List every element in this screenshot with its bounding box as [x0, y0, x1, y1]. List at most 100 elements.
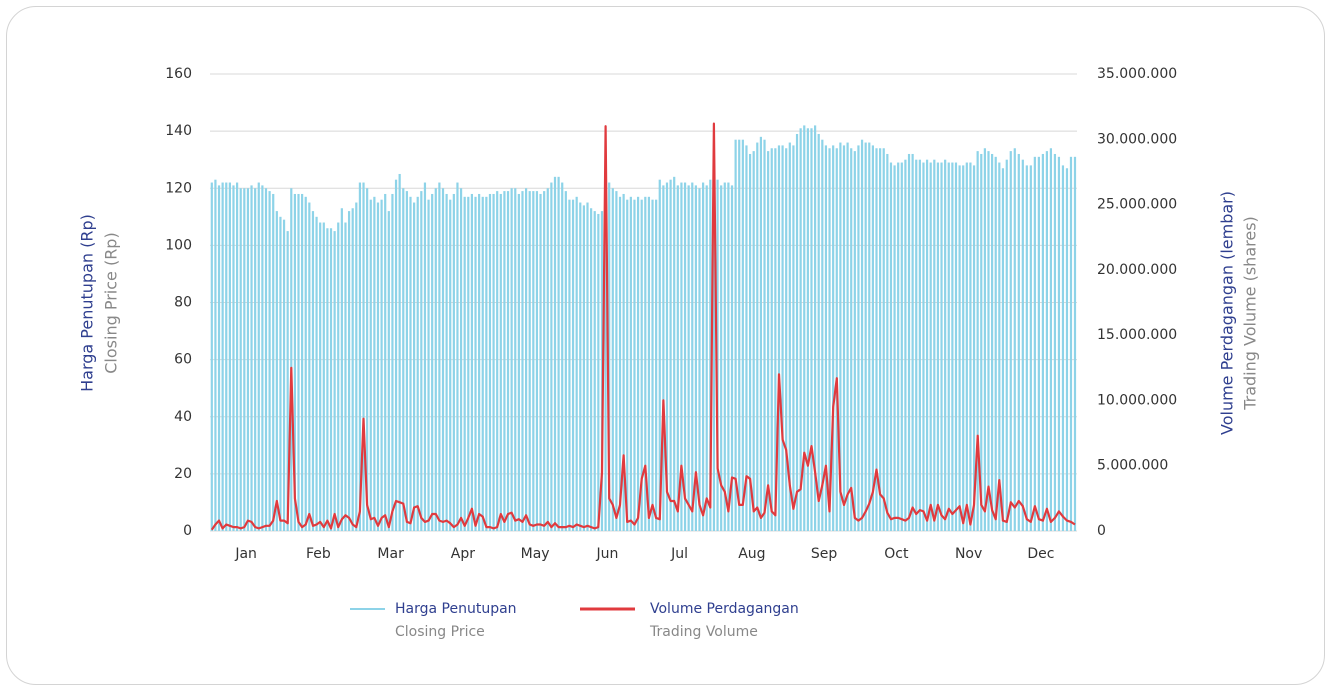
price-bar [308, 202, 311, 531]
price-bar [319, 222, 322, 531]
y-tick-label: 120 [165, 180, 192, 196]
price-bar [478, 193, 481, 531]
legend-sublabel: Trading Volume [649, 624, 758, 640]
price-bar [250, 185, 253, 532]
price-bar [521, 191, 524, 531]
price-bar [246, 188, 250, 531]
price-bar [871, 145, 874, 531]
price-bar [358, 182, 362, 531]
price-bar [1065, 168, 1069, 531]
price-bar [875, 148, 878, 531]
y2-tick-label: 20.000.000 [1097, 262, 1177, 278]
price-bar [608, 182, 611, 531]
price-bar [817, 133, 820, 531]
price-bar [431, 193, 434, 531]
price-bar [402, 188, 405, 531]
price-bar [962, 165, 965, 531]
price-bar [839, 142, 842, 532]
price-bar [723, 182, 726, 531]
price-bar [936, 162, 940, 531]
price-bar [781, 145, 784, 531]
price-bar [243, 188, 246, 531]
price-bar [712, 188, 716, 531]
price-bar [691, 182, 694, 531]
price-bar [756, 142, 759, 532]
x-tick-label: Aug [738, 546, 765, 562]
price-bar [907, 153, 911, 531]
price-bar [864, 142, 867, 532]
price-bar [759, 136, 763, 531]
price-bar [658, 179, 661, 531]
price-bar [1053, 153, 1057, 531]
price-bar [1033, 156, 1036, 532]
price-bar [788, 142, 791, 532]
price-bar [1069, 156, 1073, 532]
price-bar [940, 162, 943, 531]
price-bar [228, 182, 231, 531]
y-tick-label: 140 [165, 123, 192, 139]
price-bar [225, 182, 228, 531]
price-bar [597, 213, 600, 532]
x-tick-label: Feb [306, 546, 331, 562]
price-bar [488, 193, 492, 531]
price-bar [301, 193, 304, 531]
price-bar [886, 153, 889, 531]
price-bar [214, 179, 217, 531]
price-bar [980, 153, 983, 531]
price-bar [698, 188, 701, 531]
price-bar [633, 199, 636, 532]
price-bar [329, 228, 333, 532]
price-bar [687, 185, 690, 532]
price-bar [1005, 159, 1008, 531]
price-bar [767, 151, 770, 531]
legend-label: Volume Perdagangan [650, 601, 799, 617]
price-bar [1009, 151, 1012, 531]
price-bar [803, 125, 806, 531]
y2-tick-label: 10.000.000 [1097, 392, 1177, 408]
price-bar [539, 193, 542, 531]
price-bar [423, 182, 427, 531]
price-bar [799, 128, 802, 532]
y2-tick-label: 15.000.000 [1097, 327, 1177, 343]
price-bar [322, 222, 325, 531]
price-bar [1017, 153, 1020, 531]
x-tick-label: Apr [451, 546, 475, 562]
price-bar [893, 165, 896, 531]
price-bar [355, 202, 358, 531]
price-bar [550, 182, 553, 531]
price-bar [673, 176, 676, 531]
price-bar [611, 188, 614, 531]
price-bar [987, 151, 990, 531]
price-bar [933, 159, 936, 531]
price-bar [579, 202, 582, 531]
price-bar [879, 148, 882, 531]
price-bar [398, 173, 401, 531]
y2-tick-label: 25.000.000 [1097, 197, 1177, 213]
price-bar [1025, 165, 1028, 531]
price-bar [416, 196, 419, 531]
x-tick-label: Oct [884, 546, 909, 562]
price-bar [868, 142, 871, 532]
price-bar [738, 139, 741, 531]
price-bar [770, 148, 773, 531]
price-bar [828, 148, 831, 531]
price-bar [900, 162, 903, 531]
price-bar [929, 162, 932, 531]
price-bar [347, 211, 351, 531]
price-bar [882, 148, 885, 531]
price-bar [445, 193, 448, 531]
price-bar [369, 199, 372, 532]
price-bar [405, 191, 408, 531]
price-bar [257, 182, 260, 531]
price-bar [239, 188, 242, 531]
price-bar [846, 142, 849, 532]
price-bar [492, 193, 495, 531]
price-bar [463, 196, 466, 531]
price-bar [683, 182, 687, 531]
price-bar [702, 182, 705, 531]
price-bar [517, 193, 520, 531]
price-bar [1001, 168, 1005, 531]
y2-tick-label: 0 [1097, 523, 1106, 539]
price-bar [254, 188, 257, 531]
price-bar [373, 196, 376, 531]
